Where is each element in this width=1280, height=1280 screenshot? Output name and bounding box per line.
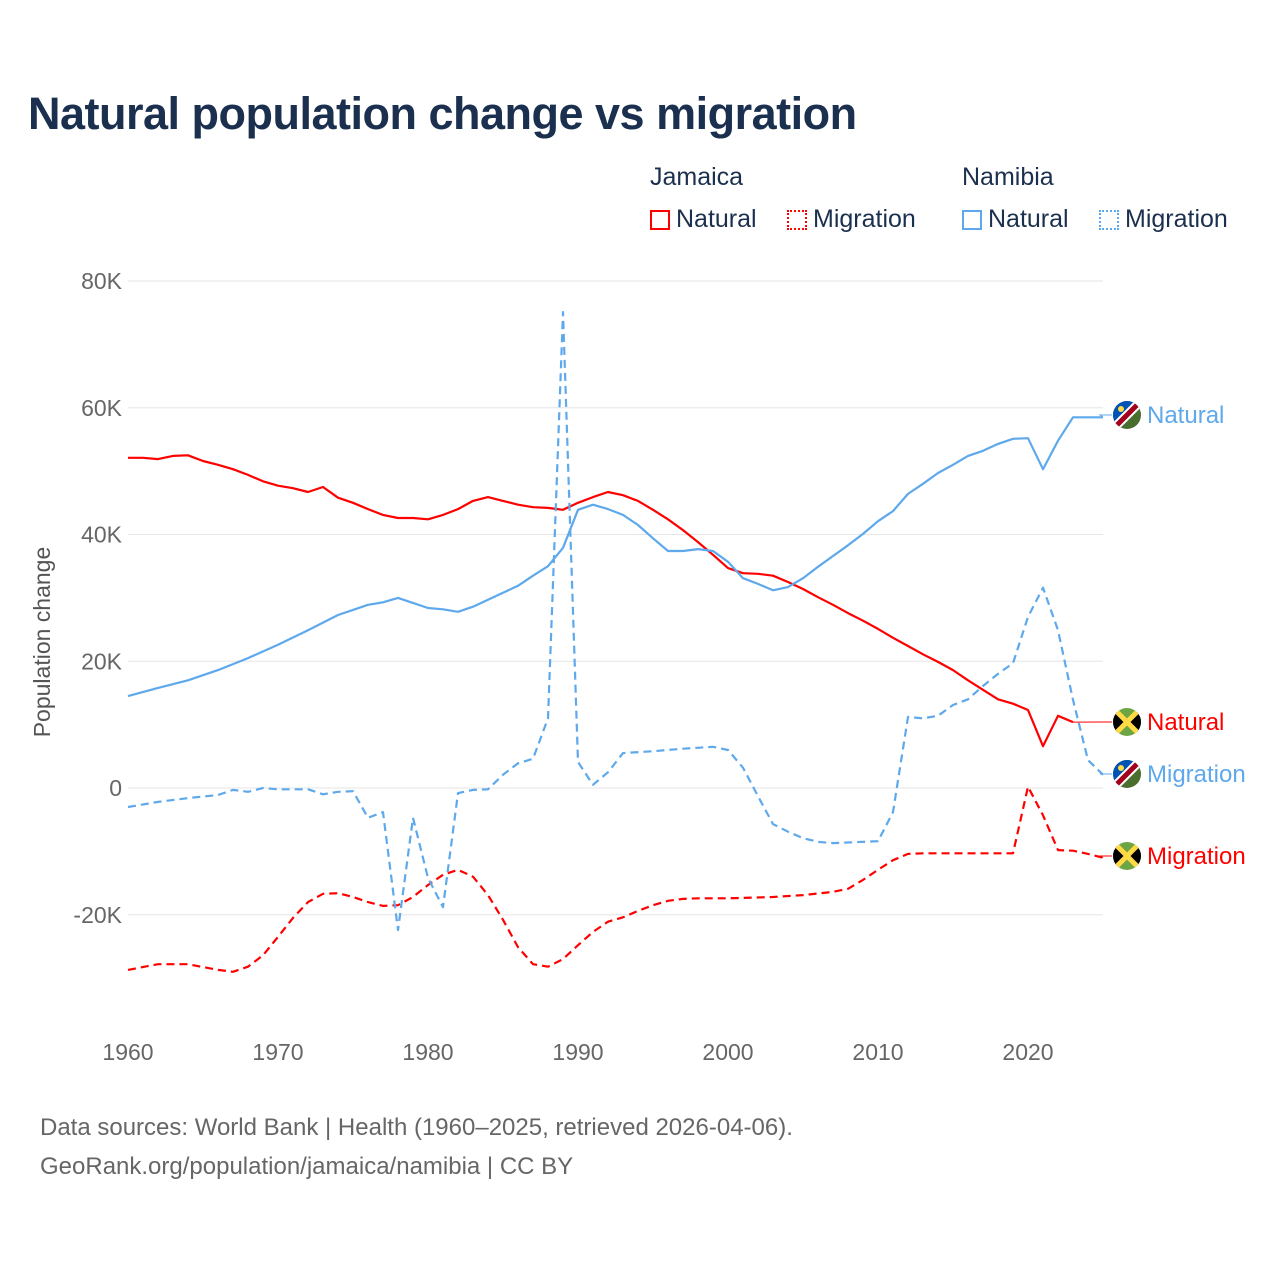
legend-namibia-migration[interactable]: Migration bbox=[1099, 205, 1228, 234]
y-axis-label: Population change bbox=[29, 547, 55, 738]
legend-label: Migration bbox=[813, 205, 916, 233]
legend-label: Migration bbox=[1125, 205, 1228, 233]
legend-jamaica-natural[interactable]: Natural bbox=[650, 205, 757, 234]
legend-namibia-natural[interactable]: Natural bbox=[962, 205, 1069, 234]
source-line-2[interactable]: GeoRank.org/population/jamaica/namibia |… bbox=[40, 1153, 574, 1180]
chart-title: Natural population change vs migration bbox=[28, 88, 857, 139]
end-label-connector bbox=[1099, 773, 1112, 776]
x-tick-label: 1980 bbox=[402, 1039, 453, 1065]
y-tick-label: 60K bbox=[81, 395, 123, 421]
series-end-label: Natural bbox=[1147, 402, 1224, 429]
jamaica-flag-icon bbox=[1113, 842, 1141, 870]
y-tick-label: 40K bbox=[81, 522, 123, 548]
x-tick-label: 1970 bbox=[252, 1039, 303, 1065]
series-line-namibia-migration[interactable] bbox=[127, 311, 1104, 932]
legend-label: Natural bbox=[676, 205, 757, 233]
source-line-1: Data sources: World Bank | Health (1960–… bbox=[40, 1114, 793, 1141]
series-end-label: Migration bbox=[1147, 843, 1246, 870]
legend-jamaica-migration[interactable]: Migration bbox=[787, 205, 916, 234]
x-tick-label: 1990 bbox=[552, 1039, 603, 1065]
y-tick-label: 0 bbox=[109, 775, 122, 801]
x-tick-label: 2020 bbox=[1002, 1039, 1053, 1065]
series-line-namibia-natural[interactable] bbox=[127, 416, 1103, 698]
dotted-swatch-icon bbox=[787, 209, 807, 230]
solid-swatch-icon bbox=[962, 209, 982, 230]
jamaica-flag-icon bbox=[1113, 708, 1141, 736]
legend-group-namibia: Namibia bbox=[962, 163, 1054, 191]
end-label-connector bbox=[1098, 414, 1112, 418]
namibia-flag-icon bbox=[1113, 760, 1141, 788]
y-tick-label: -20K bbox=[73, 902, 122, 928]
x-tick-label: 2010 bbox=[852, 1039, 903, 1065]
dotted-swatch-icon bbox=[1099, 209, 1119, 230]
y-tick-label: 80K bbox=[81, 268, 123, 294]
x-tick-label: 1960 bbox=[102, 1039, 153, 1065]
y-tick-label: 20K bbox=[81, 648, 123, 674]
source-note: Data sources: World Bank | Health (1960–… bbox=[40, 1108, 793, 1186]
end-label-connector bbox=[1098, 855, 1112, 859]
x-tick-label: 2000 bbox=[702, 1039, 753, 1065]
namibia-flag-icon bbox=[1113, 401, 1141, 429]
series-end-label: Migration bbox=[1147, 761, 1246, 788]
solid-swatch-icon bbox=[650, 209, 670, 230]
legend-label: Natural bbox=[988, 205, 1069, 233]
series-line-jamaica-migration[interactable] bbox=[127, 785, 1104, 973]
series-end-label: Natural bbox=[1147, 709, 1224, 736]
legend-group-jamaica: Jamaica bbox=[650, 163, 744, 191]
series-line-jamaica-natural[interactable] bbox=[128, 454, 1074, 748]
